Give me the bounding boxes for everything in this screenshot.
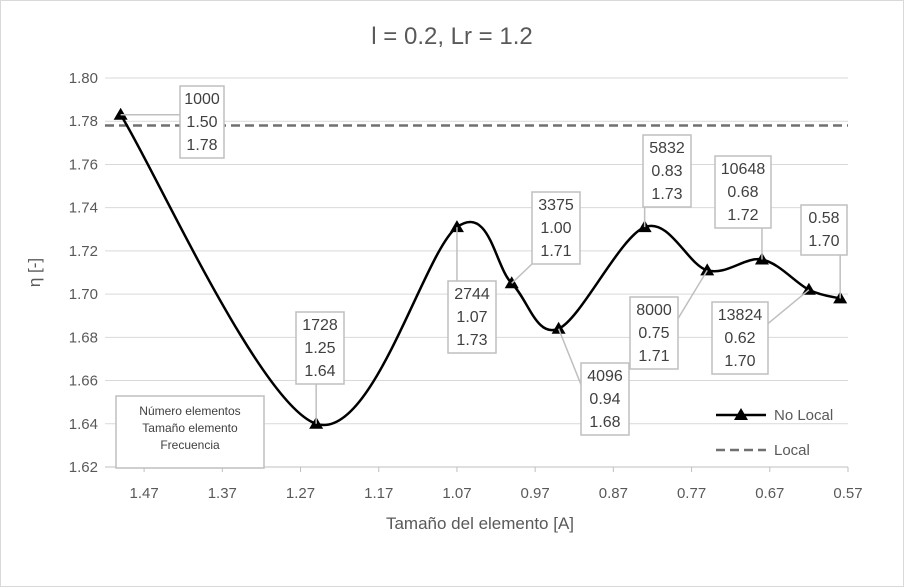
callout-box (642, 134, 692, 208)
y-tick-label: 1.80 (69, 70, 98, 87)
callout-label: 1.25 (304, 340, 335, 357)
callout-label: 1728 (302, 317, 338, 334)
legend-marker-no-local (734, 408, 748, 420)
callout-label: 0.83 (651, 163, 682, 180)
callout-label: 8000 (636, 302, 672, 319)
callout-label: 1.70 (808, 233, 839, 250)
callout-label: 4096 (587, 368, 623, 385)
callout-box (531, 191, 581, 265)
note-box (115, 395, 265, 469)
data-callout: 2744 1.07 1.73 (447, 227, 497, 354)
data-point-marker (551, 321, 566, 334)
callout-label: 0.62 (724, 330, 755, 347)
callout-label: 1.64 (304, 363, 335, 380)
x-tick-label: 0.57 (833, 485, 862, 502)
callout-label: 1000 (184, 91, 220, 108)
callout-label: 5832 (649, 140, 685, 157)
data-callout: 3375 1.00 1.71 (511, 191, 581, 284)
callout-label: 1.50 (186, 114, 217, 131)
callout-box (295, 311, 345, 385)
callout-label: 3375 (538, 197, 574, 214)
callout-box (714, 155, 772, 229)
callout-leader (767, 289, 810, 325)
y-tick-label: 1.64 (69, 416, 98, 433)
data-callout: 10648 0.68 1.72 (714, 155, 772, 260)
legend: No Local Local (716, 407, 833, 459)
x-tick-label: 0.97 (521, 485, 550, 502)
data-callouts: 1000 1.50 1.78 1728 1.25 1.64 2744 1.07 1.73 3375… (120, 85, 848, 436)
note-line: Tamaño elemento (142, 421, 238, 435)
callout-label: 1.70 (724, 353, 755, 370)
x-tick-label: 0.87 (599, 485, 628, 502)
data-callout: 8000 0.75 1.71 (629, 269, 708, 370)
data-point-marker (700, 263, 715, 276)
x-tick-label: 0.77 (677, 485, 706, 502)
x-tick-label: 1.47 (130, 485, 159, 502)
legend-note-box: Número elementos Tamaño elemento Frecuenci… (115, 395, 265, 469)
note-line: Número elementos (139, 404, 240, 418)
callout-label: 1.72 (727, 207, 758, 224)
callout-box (179, 85, 225, 159)
callout-label: 10648 (721, 161, 766, 178)
callout-leader (677, 269, 708, 319)
callout-box (629, 296, 679, 370)
callout-label: 1.78 (186, 137, 217, 154)
x-tick-label: 1.17 (364, 485, 393, 502)
data-callout: 4096 0.94 1.68 (557, 328, 630, 436)
y-tick-label: 1.78 (69, 113, 98, 130)
y-tick-label: 1.76 (69, 156, 98, 173)
chart-title: l = 0.2, Lr = 1.2 (371, 23, 532, 50)
x-tick-label: 0.67 (755, 485, 784, 502)
callout-label: 1.71 (540, 243, 571, 260)
data-callout: 1000 1.50 1.78 (120, 85, 225, 159)
y-tick-label: 1.68 (69, 329, 98, 346)
callout-label: 0.75 (638, 325, 669, 342)
y-tick-label: 1.74 (69, 200, 98, 217)
callout-box (447, 280, 497, 354)
callout-label: 1.68 (589, 414, 620, 431)
callout-leader (557, 328, 582, 385)
callout-label: 0.68 (727, 184, 758, 201)
data-callout: 5832 0.83 1.73 (642, 134, 692, 228)
callout-label: 0.58 (808, 210, 839, 227)
x-axis-ticks: 1.47 1.37 1.27 1.17 1.07 0.97 0.87 0.77 0.67 0.57 (130, 467, 863, 502)
callout-box (800, 204, 848, 256)
data-callout: 0.58 1.70 (800, 204, 848, 299)
callout-label: 1.00 (540, 220, 571, 237)
y-tick-label: 1.62 (69, 459, 98, 476)
data-point-marker (113, 107, 128, 120)
callout-label: 0.94 (589, 391, 620, 408)
x-tick-label: 1.07 (442, 485, 471, 502)
x-axis-title: Tamaño del elemento [A] (386, 514, 574, 533)
callout-label: 1.73 (651, 186, 682, 203)
legend-label-no-local: No Local (774, 407, 833, 424)
data-callout: 13824 0.62 1.70 (711, 289, 810, 375)
legend-label-local: Local (774, 442, 810, 459)
y-tick-label: 1.72 (69, 243, 98, 260)
callout-box (580, 362, 630, 436)
callout-label: 2744 (454, 286, 490, 303)
y-tick-label: 1.70 (69, 286, 98, 303)
callout-leader (511, 263, 533, 284)
y-axis-title: η [-] (25, 258, 44, 287)
data-point-marker (449, 220, 464, 233)
callout-label: 1.73 (456, 332, 487, 349)
data-callout: 1728 1.25 1.64 (295, 311, 345, 424)
y-axis-ticks: 1.80 1.78 1.76 1.74 1.72 1.70 1.68 1.66 1.64 1.62 (69, 70, 98, 476)
note-line: Frecuencia (160, 438, 220, 452)
y-tick-label: 1.66 (69, 373, 98, 390)
callout-box (711, 301, 769, 375)
x-tick-label: 1.27 (286, 485, 315, 502)
callout-label: 13824 (718, 307, 763, 324)
callout-label: 1.07 (456, 309, 487, 326)
callout-label: 1.71 (638, 348, 669, 365)
x-tick-label: 1.37 (208, 485, 237, 502)
